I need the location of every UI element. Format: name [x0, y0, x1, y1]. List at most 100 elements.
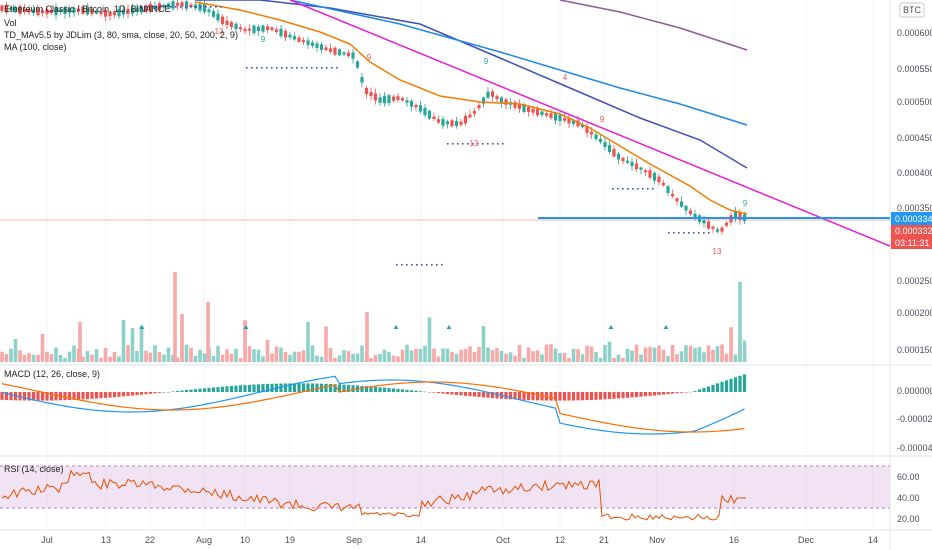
macd-histogram-bar: [490, 392, 495, 399]
candle: [265, 26, 270, 30]
volume-bar: [504, 353, 508, 362]
td-level-dot: [472, 143, 474, 145]
td-number: 13: [215, 27, 224, 36]
volume-bar: [99, 357, 103, 362]
price-axis[interactable]: 0.0006000 0.0005500 0.0005000 0.0004500 …: [897, 28, 932, 524]
volume-bar: [247, 346, 252, 362]
td-level-dot: [668, 232, 670, 234]
volume-bar: [652, 347, 657, 362]
macd-histogram-bar: [594, 392, 598, 400]
candle: [468, 114, 472, 118]
macd-histogram-bar: [409, 390, 414, 392]
candle: [648, 170, 652, 178]
macd-histogram-bar: [369, 386, 373, 392]
candle: [702, 220, 706, 224]
macd-histogram-bar: [40, 392, 45, 401]
volume-bar: [49, 354, 54, 362]
candle: [4, 5, 9, 13]
td-number: 9: [261, 35, 266, 44]
volume-bar: [711, 349, 715, 362]
candle: [657, 176, 661, 183]
volume-bar: [625, 348, 630, 362]
macd-histogram-bar: [450, 392, 454, 395]
candle: [544, 113, 549, 116]
candle: [387, 95, 391, 104]
candle: [148, 4, 153, 12]
candle: [45, 9, 49, 15]
td-level-dot: [462, 143, 464, 145]
macd-histogram-bar: [72, 392, 76, 400]
td-level-dot: [411, 264, 413, 266]
td-level-dot: [678, 232, 680, 234]
candle: [324, 47, 328, 50]
macd-histogram-bar: [580, 392, 585, 401]
macd-histogram-bar: [270, 383, 274, 392]
volume-bar: [315, 355, 319, 362]
candle: [540, 111, 544, 115]
td-level-dot: [311, 67, 313, 69]
volume-bar: [310, 345, 315, 362]
candle: [252, 25, 256, 34]
candle: [355, 61, 360, 68]
td-level-dot: [617, 188, 619, 190]
candle: [180, 2, 184, 7]
candle: [36, 8, 40, 16]
macd-histogram-bar: [549, 392, 553, 401]
time-axis[interactable]: Jul 13 22 Aug 10 19 Sep 14 Oct 12 21 Nov…: [41, 535, 878, 545]
candle: [171, 1, 175, 9]
td-level-dot: [401, 264, 403, 266]
candle: [202, 4, 207, 12]
volume-bar: [279, 347, 283, 362]
candle: [391, 96, 396, 101]
td-level-dot: [150, 6, 152, 8]
candle: [162, 4, 166, 8]
macd-histogram-bar: [36, 392, 40, 401]
chart-background: [0, 0, 890, 550]
td-level-dot: [683, 232, 685, 234]
volume-bar: [117, 356, 121, 362]
macd-histogram-bar: [85, 392, 90, 400]
volume-bar: [454, 353, 459, 362]
td-level-dot: [281, 67, 283, 69]
candle: [567, 118, 571, 124]
candle: [261, 25, 265, 32]
volume-bar: [270, 353, 274, 362]
macd-histogram-bar: [364, 386, 369, 392]
volume-bar: [558, 353, 562, 362]
td-level-dot: [457, 143, 459, 145]
trendline[interactable]: [289, 0, 891, 247]
volume-bar: [225, 349, 229, 362]
legend-rsi: RSI (14, close): [4, 464, 64, 474]
td-level-dot: [627, 188, 629, 190]
macd-histogram-bar: [720, 381, 724, 392]
macd-histogram-bar: [436, 392, 441, 394]
macd-histogram-bar: [432, 392, 436, 393]
volume-bar: [679, 351, 684, 362]
td-level-dot: [331, 67, 333, 69]
macd-histogram-bar: [616, 392, 621, 399]
td-level-dot: [497, 143, 499, 145]
macd-histogram-bar: [495, 392, 499, 399]
macd-histogram-bar: [522, 392, 526, 400]
volume-signal-markers: [139, 325, 669, 329]
candle: [369, 92, 373, 96]
macd-histogram-bar: [292, 383, 297, 392]
macd-histogram-bar: [346, 384, 351, 392]
candle: [184, 1, 189, 9]
volume-bar: [283, 351, 288, 362]
volume-bar: [355, 353, 360, 362]
macd-histogram-bar: [679, 392, 684, 393]
candle: [49, 9, 54, 14]
volume-bar: [427, 317, 432, 362]
volume-bar: [121, 319, 126, 362]
candle: [459, 121, 463, 125]
macd-histogram-bar: [333, 384, 337, 392]
volume-bar: [571, 348, 576, 362]
macd-histogram-bar: [90, 392, 94, 399]
td-level-dot: [175, 6, 177, 8]
macd-histogram-bar: [117, 392, 121, 397]
macd-histogram-bar: [238, 385, 243, 392]
currency-badge[interactable]: [899, 2, 925, 18]
candle: [99, 11, 103, 15]
